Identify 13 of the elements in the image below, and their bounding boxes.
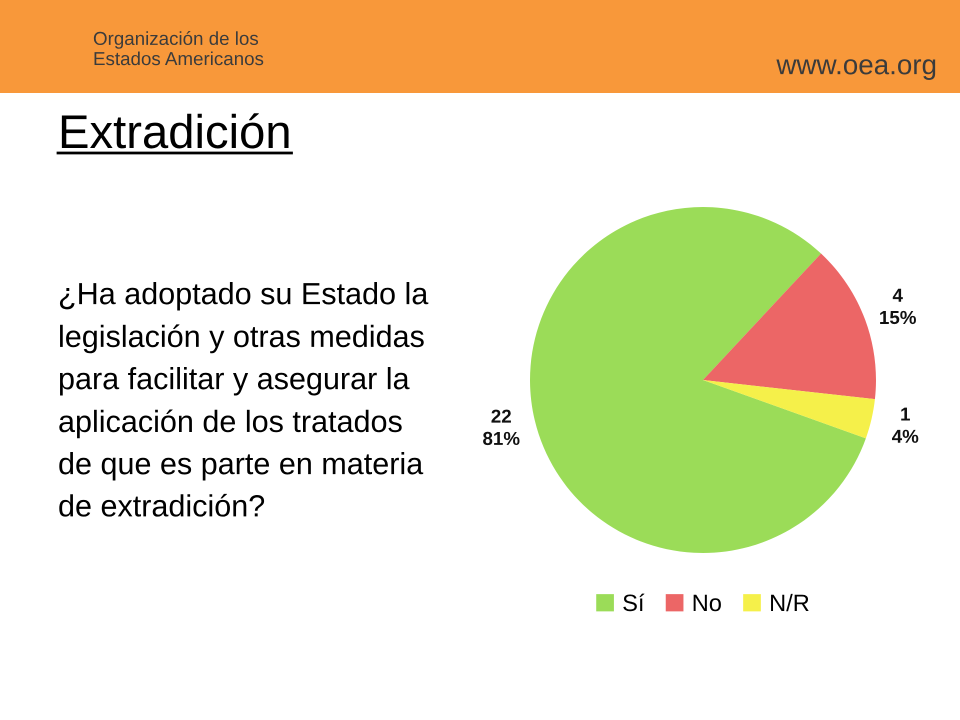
data-label: 4 15% bbox=[880, 288, 916, 324]
pie-slice bbox=[703, 380, 875, 438]
data-label: 22 81% bbox=[483, 410, 520, 446]
data-label: 1 4% bbox=[892, 408, 918, 443]
pie-slice bbox=[703, 254, 876, 400]
text: www.oea.org bbox=[776, 59, 936, 80]
legend-label: No bbox=[694, 594, 721, 612]
text: Organización de los Estados Americanos bbox=[94, 31, 264, 66]
chart-title: Extradición bbox=[62, 113, 289, 148]
pie-slice bbox=[530, 207, 866, 553]
legend-label: Sí bbox=[623, 594, 644, 612]
text: ¿Ha adoptado su Estado la legislación y otras medidas para facilitar y asegurar la aplicación de los tratados de que es parte en materia de extradición? bbox=[59, 282, 428, 517]
legend-label: N/R bbox=[771, 594, 809, 612]
